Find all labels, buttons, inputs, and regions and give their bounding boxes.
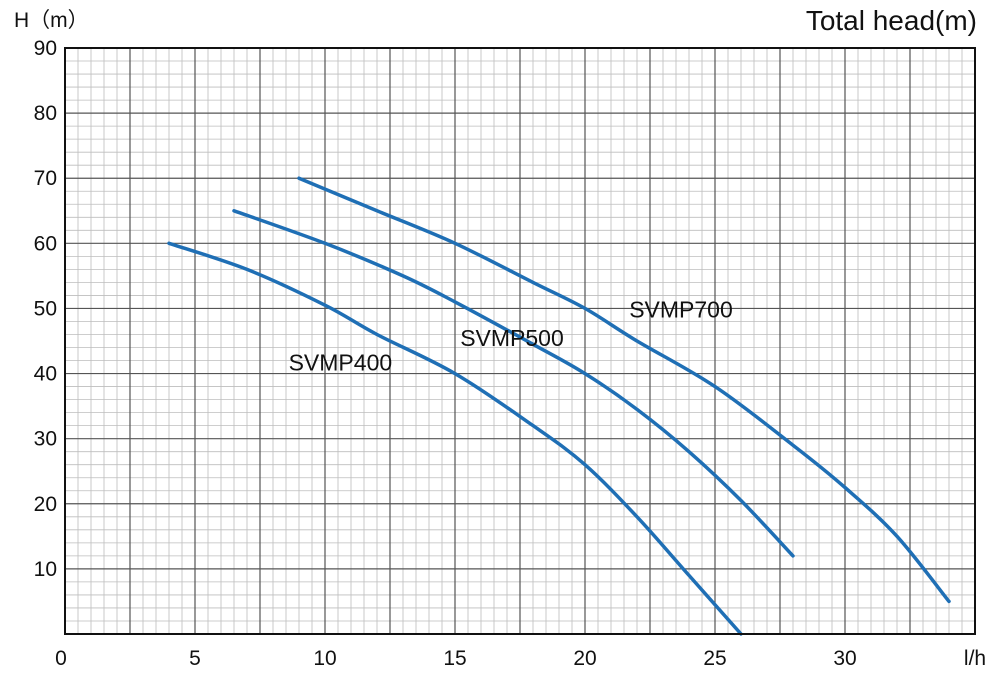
plot-frame [64, 47, 976, 635]
x-tick-label: 20 [573, 647, 596, 670]
x-tick-label: 30 [833, 647, 856, 670]
series-line-svmp400 [167, 241, 743, 636]
series-label-svmp400: SVMP400 [289, 349, 393, 375]
series-line-svmp500 [232, 209, 795, 558]
y-tick-label: 50 [34, 297, 57, 320]
x-tick-label: 15 [443, 647, 466, 670]
y-axis-label: H（m） [14, 9, 89, 32]
y-tick-label: 40 [34, 363, 57, 386]
x-tick-label: 25 [703, 647, 726, 670]
y-tick-label: 70 [34, 167, 57, 190]
y-tick-label: 30 [34, 428, 57, 451]
major-grid [64, 47, 976, 635]
x-tick-label: 5 [189, 647, 201, 670]
series-label-svmp700: SVMP700 [629, 297, 733, 323]
series-layer [167, 176, 951, 636]
y-tick-label: 20 [34, 493, 57, 516]
chart-title: Total head(m) [806, 5, 977, 36]
series-label-svmp500: SVMP500 [460, 325, 564, 351]
y-tick-label: 60 [34, 232, 57, 255]
y-tick-label: 80 [34, 102, 57, 125]
y-tick-label: 90 [34, 37, 57, 60]
x-tick-label: 10 [313, 647, 336, 670]
x-axis-label: l/h [964, 647, 986, 670]
y-tick-label: 10 [34, 558, 57, 581]
x-tick-label: 0 [55, 647, 67, 670]
series-labels: SVMP400 SVMP500 SVMP700 [289, 297, 733, 376]
series-line-svmp700 [297, 176, 951, 604]
tick-labels: 0 5 10 15 20 25 30 10 20 30 40 50 60 70 80 90 [34, 37, 857, 670]
